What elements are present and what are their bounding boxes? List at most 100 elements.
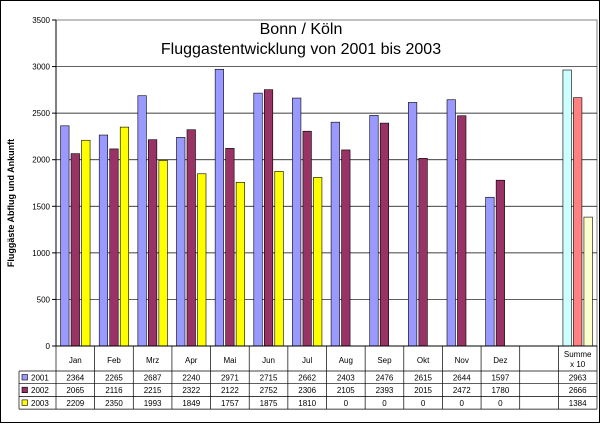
data-label: 2116 (105, 386, 123, 395)
data-label: 2215 (144, 386, 162, 395)
data-label: 2687 (144, 373, 162, 382)
chart-title-line1: Bonn / Köln (260, 21, 343, 38)
data-label: 2364 (66, 373, 84, 382)
bar-nov-s2 (457, 115, 467, 347)
x-tick-label: Okt (417, 356, 430, 365)
bar-nov-s1 (446, 99, 456, 347)
data-label: 2644 (453, 373, 471, 382)
data-label: 0 (460, 399, 465, 408)
bar-feb-s3 (119, 126, 130, 347)
x-tick-label: Summe (564, 350, 592, 359)
bar-apr-s3 (197, 173, 207, 347)
x-tick-label: x 10 (570, 360, 586, 369)
bar-jan-s1 (60, 125, 70, 347)
data-label: 2105 (337, 386, 355, 395)
bar-jul-s1 (292, 97, 302, 347)
data-label: 1810 (298, 399, 316, 408)
y-tick-label: 1000 (32, 249, 50, 258)
data-label: 0 (498, 399, 503, 408)
bar-jun-s2 (263, 89, 274, 347)
data-label: 2403 (337, 373, 355, 382)
legend-swatch (21, 399, 28, 406)
data-table: Jan Feb Mrz Apr Mai Jun Jul Aug Sep Okt Nov Dez Summ… (18, 346, 598, 410)
bar-jun-s1 (253, 92, 263, 347)
bar-aug-s1 (330, 121, 340, 347)
bar-dez-s1 (485, 196, 495, 347)
data-label: 2122 (221, 386, 239, 395)
x-tick-label: Mrz (146, 356, 159, 365)
bar-aug-s2 (341, 149, 351, 347)
data-label: 2265 (105, 373, 123, 382)
bar-summe-s1 (562, 69, 572, 347)
data-label: 1780 (491, 386, 509, 395)
bar-summe-s3 (583, 216, 593, 347)
data-label: 2015 (414, 386, 432, 395)
data-label: 1849 (182, 399, 200, 408)
bar-jan-s3 (81, 139, 91, 347)
x-tick-label: Feb (107, 356, 121, 365)
bar-apr-s1 (176, 137, 186, 347)
data-label: 0 (344, 399, 349, 408)
y-tick-label: 2500 (32, 109, 50, 118)
y-axis-label: Fluggäste Abflug und Ankunft (6, 139, 16, 267)
data-label: 2615 (414, 373, 432, 382)
data-label: 2662 (298, 373, 316, 382)
legend-swatch (21, 386, 28, 394)
y-tick-label: 1500 (32, 202, 50, 211)
plot-area (55, 19, 598, 347)
data-label: 2350 (105, 399, 123, 408)
data-label: 2752 (260, 386, 278, 395)
legend-entry: 2003 (31, 399, 49, 408)
x-tick-label: Jun (262, 356, 275, 365)
bar-feb-s2 (109, 148, 119, 347)
data-label: 0 (421, 399, 426, 408)
data-label: 2322 (182, 386, 200, 395)
data-label: 1384 (569, 399, 587, 408)
data-label: 2240 (182, 373, 200, 382)
bar-mai-s3 (235, 182, 245, 347)
data-label: 2476 (376, 373, 394, 382)
bar-okt-s1 (408, 102, 418, 347)
bar-dez-s2 (495, 179, 505, 347)
bar-mrz-s2 (148, 139, 158, 347)
bar-mrz-s1 (137, 95, 147, 347)
x-tick-label: Aug (339, 356, 353, 365)
bar-okt-s2 (418, 158, 428, 347)
y-tick-label: 0 (46, 342, 51, 351)
bar-jun-s3 (274, 171, 284, 347)
x-tick-label: Apr (185, 356, 198, 365)
bars-layer (60, 68, 593, 347)
bar-summe-s2 (573, 97, 583, 347)
data-label: 1875 (260, 399, 278, 408)
bar-apr-s2 (186, 129, 196, 347)
y-tick-label: 2000 (32, 156, 50, 165)
data-label: 2715 (260, 373, 278, 382)
bar-jan-s2 (70, 153, 80, 347)
data-label: 2393 (376, 386, 394, 395)
x-tick-label: Sep (377, 356, 392, 365)
bar-mai-s2 (225, 148, 235, 347)
bar-jul-s3 (313, 177, 323, 347)
data-label: 2306 (298, 386, 316, 395)
data-label: 2963 (569, 373, 587, 382)
data-label: 2971 (221, 373, 239, 382)
bar-jul-s2 (302, 130, 312, 347)
x-tick-label: Jul (302, 356, 312, 365)
data-label: 2065 (66, 386, 84, 395)
x-tick-label: Dez (493, 356, 507, 365)
data-label: 0 (382, 399, 387, 408)
data-label: 1757 (221, 399, 239, 408)
grid-layer (55, 19, 598, 347)
bar-mrz-s3 (158, 160, 168, 347)
data-label: 1597 (491, 373, 509, 382)
bar-sep-s1 (369, 115, 379, 347)
legend-entry: 2001 (31, 373, 49, 382)
legend-entry: 2002 (31, 386, 49, 395)
data-label: 2472 (453, 386, 471, 395)
bar-feb-s1 (98, 134, 109, 347)
data-label: 1993 (144, 399, 162, 408)
x-tick-label: Mai (223, 356, 236, 365)
y-tick-label: 3000 (32, 63, 50, 72)
